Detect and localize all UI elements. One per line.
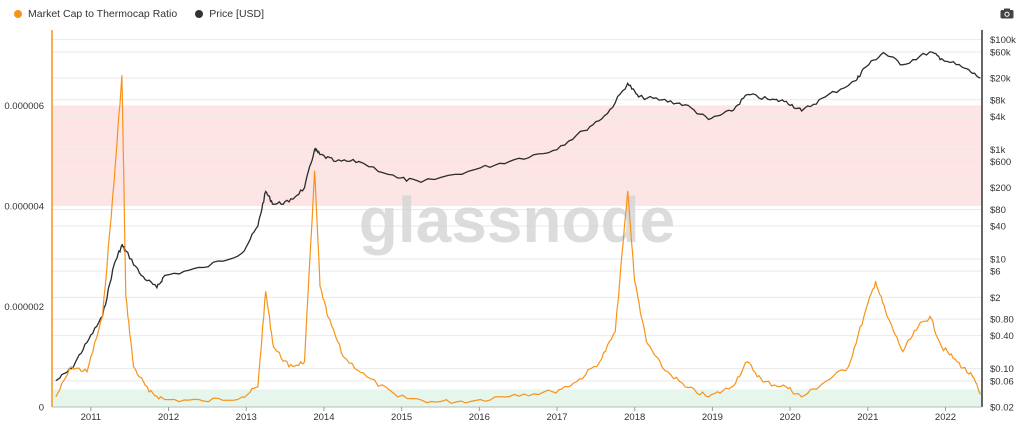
ratio-legend-dot: [14, 10, 22, 18]
x-tick-label: 2014: [313, 412, 334, 423]
y-right-tick-label: $0.02: [990, 403, 1014, 414]
y-right-tick-label: $8k: [990, 95, 1006, 106]
ratio-series-line: [55, 75, 981, 405]
y-right-tick-label: $6: [990, 267, 1001, 278]
x-tick-label: 2021: [857, 412, 878, 423]
x-tick-label: 2020: [780, 412, 801, 423]
y-right-tick-label: $60k: [990, 47, 1011, 58]
y-left-tick-label: 0.000004: [4, 201, 44, 212]
camera-icon[interactable]: [1000, 8, 1014, 19]
legend-item-price[interactable]: Price [USD]: [195, 8, 264, 20]
x-tick-label: 2017: [546, 412, 567, 423]
x-tick-label: 2016: [469, 412, 490, 423]
x-tick-label: 2012: [158, 412, 179, 423]
y-right-tick-label: $0.06: [990, 376, 1014, 387]
legend: Market Cap to Thermocap Ratio Price [USD…: [14, 8, 264, 20]
y-right-tick-label: $0.80: [990, 315, 1014, 326]
y-right-tick-label: $4k: [990, 112, 1006, 123]
y-right-tick-label: $10: [990, 254, 1006, 265]
y-right-tick-label: $2: [990, 293, 1001, 304]
x-tick-label: 2013: [236, 412, 257, 423]
y-left-tick-label: 0: [39, 403, 44, 414]
price-legend-dot: [195, 10, 204, 18]
y-right-tick-label: $80: [990, 205, 1006, 216]
x-tick-label: 2011: [81, 412, 101, 423]
y-right-tick-label: $200: [990, 183, 1011, 194]
y-left-tick-label: 0.000006: [4, 101, 44, 112]
y-right-tick-label: $1k: [990, 145, 1006, 156]
y-right-tick-label: $0.40: [990, 331, 1014, 342]
y-right-tick-label: $0.10: [990, 364, 1014, 375]
y-right-tick-label: $20k: [990, 73, 1011, 84]
undervalued-band: [52, 389, 982, 407]
x-tick-label: 2018: [624, 412, 645, 423]
y-right-tick-label: $600: [990, 157, 1011, 168]
y-right-tick-label: $100k: [990, 35, 1016, 46]
y-right-tick-label: $40: [990, 221, 1006, 232]
x-tick-label: 2022: [935, 412, 956, 423]
price-series-line: [55, 51, 981, 382]
legend-label-ratio: Market Cap to Thermocap Ratio: [28, 8, 178, 20]
y-left-tick-label: 0.000002: [4, 302, 44, 313]
legend-item-ratio[interactable]: Market Cap to Thermocap Ratio: [14, 8, 177, 20]
x-tick-label: 2019: [702, 412, 723, 423]
x-tick-label: 2015: [391, 412, 412, 423]
legend-label-price: Price [USD]: [209, 8, 265, 20]
overvalued-band: [52, 105, 982, 206]
